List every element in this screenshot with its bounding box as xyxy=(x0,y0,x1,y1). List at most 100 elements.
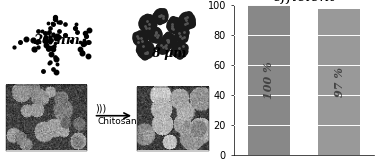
Circle shape xyxy=(133,31,147,46)
Circle shape xyxy=(140,31,145,37)
Circle shape xyxy=(162,39,166,43)
Text: Chitosan: Chitosan xyxy=(97,117,137,126)
Circle shape xyxy=(177,36,182,42)
Circle shape xyxy=(147,26,153,32)
Circle shape xyxy=(167,24,172,29)
Circle shape xyxy=(172,42,188,58)
Circle shape xyxy=(138,31,143,36)
Circle shape xyxy=(160,40,165,45)
Circle shape xyxy=(185,24,190,29)
Circle shape xyxy=(154,37,159,43)
Circle shape xyxy=(156,18,160,22)
Circle shape xyxy=(154,13,158,17)
Circle shape xyxy=(164,42,171,49)
Text: 20 nm: 20 nm xyxy=(33,34,80,47)
Circle shape xyxy=(149,47,155,53)
Circle shape xyxy=(161,9,167,15)
Circle shape xyxy=(181,52,186,56)
Text: 100 %: 100 % xyxy=(263,61,274,99)
Circle shape xyxy=(156,44,162,50)
Bar xyxy=(248,5,290,155)
Circle shape xyxy=(143,54,148,59)
Circle shape xyxy=(155,11,159,15)
Circle shape xyxy=(165,32,172,39)
Circle shape xyxy=(133,36,138,40)
Circle shape xyxy=(175,28,188,42)
Circle shape xyxy=(170,17,177,24)
Circle shape xyxy=(164,43,169,47)
Circle shape xyxy=(139,15,156,32)
Circle shape xyxy=(162,17,167,22)
Circle shape xyxy=(137,44,144,50)
Circle shape xyxy=(189,20,195,27)
Circle shape xyxy=(175,31,180,36)
Circle shape xyxy=(141,32,147,38)
Circle shape xyxy=(179,19,184,25)
Text: ))): ))) xyxy=(95,103,107,113)
Circle shape xyxy=(174,18,179,23)
Circle shape xyxy=(182,29,189,36)
Circle shape xyxy=(149,29,153,34)
Circle shape xyxy=(137,41,154,59)
Circle shape xyxy=(162,33,176,48)
Circle shape xyxy=(136,47,143,54)
Circle shape xyxy=(175,52,180,57)
Circle shape xyxy=(178,17,184,23)
Text: 8 μm: 8 μm xyxy=(151,47,187,60)
Circle shape xyxy=(137,44,144,50)
Circle shape xyxy=(144,14,150,21)
Circle shape xyxy=(139,23,144,28)
Circle shape xyxy=(163,36,167,40)
Circle shape xyxy=(183,35,188,40)
Title: Equally
efficient: Equally efficient xyxy=(272,0,336,4)
Circle shape xyxy=(166,43,171,48)
Circle shape xyxy=(155,28,160,33)
Bar xyxy=(318,9,360,155)
Circle shape xyxy=(157,45,161,50)
Circle shape xyxy=(157,40,170,54)
Circle shape xyxy=(186,12,192,19)
Circle shape xyxy=(182,13,186,18)
Circle shape xyxy=(176,24,183,31)
Circle shape xyxy=(172,47,177,53)
Circle shape xyxy=(152,27,156,32)
Circle shape xyxy=(147,32,152,37)
Circle shape xyxy=(147,15,153,21)
Circle shape xyxy=(148,31,152,35)
Circle shape xyxy=(155,36,161,43)
Circle shape xyxy=(147,27,162,43)
Circle shape xyxy=(153,13,159,19)
Circle shape xyxy=(144,54,148,58)
Circle shape xyxy=(177,42,182,47)
Circle shape xyxy=(150,21,157,29)
Circle shape xyxy=(179,12,195,29)
Circle shape xyxy=(133,32,139,39)
Circle shape xyxy=(172,28,178,34)
Circle shape xyxy=(181,35,188,42)
Circle shape xyxy=(164,42,167,46)
Circle shape xyxy=(172,49,178,56)
Circle shape xyxy=(143,37,147,42)
Circle shape xyxy=(159,48,164,54)
Circle shape xyxy=(156,18,163,24)
Circle shape xyxy=(182,44,188,51)
Circle shape xyxy=(167,18,182,33)
Circle shape xyxy=(161,18,165,23)
Circle shape xyxy=(170,37,177,44)
Circle shape xyxy=(177,20,182,26)
Circle shape xyxy=(152,23,155,27)
Circle shape xyxy=(156,44,162,50)
Bar xyxy=(137,87,209,151)
Circle shape xyxy=(161,49,166,54)
Circle shape xyxy=(183,49,188,55)
Circle shape xyxy=(184,33,188,38)
Circle shape xyxy=(141,52,149,60)
Bar xyxy=(6,85,87,151)
Circle shape xyxy=(154,9,168,24)
Circle shape xyxy=(181,37,185,41)
Circle shape xyxy=(163,49,167,53)
Circle shape xyxy=(134,38,138,43)
Circle shape xyxy=(139,21,144,26)
Circle shape xyxy=(177,25,181,29)
Circle shape xyxy=(154,37,160,43)
